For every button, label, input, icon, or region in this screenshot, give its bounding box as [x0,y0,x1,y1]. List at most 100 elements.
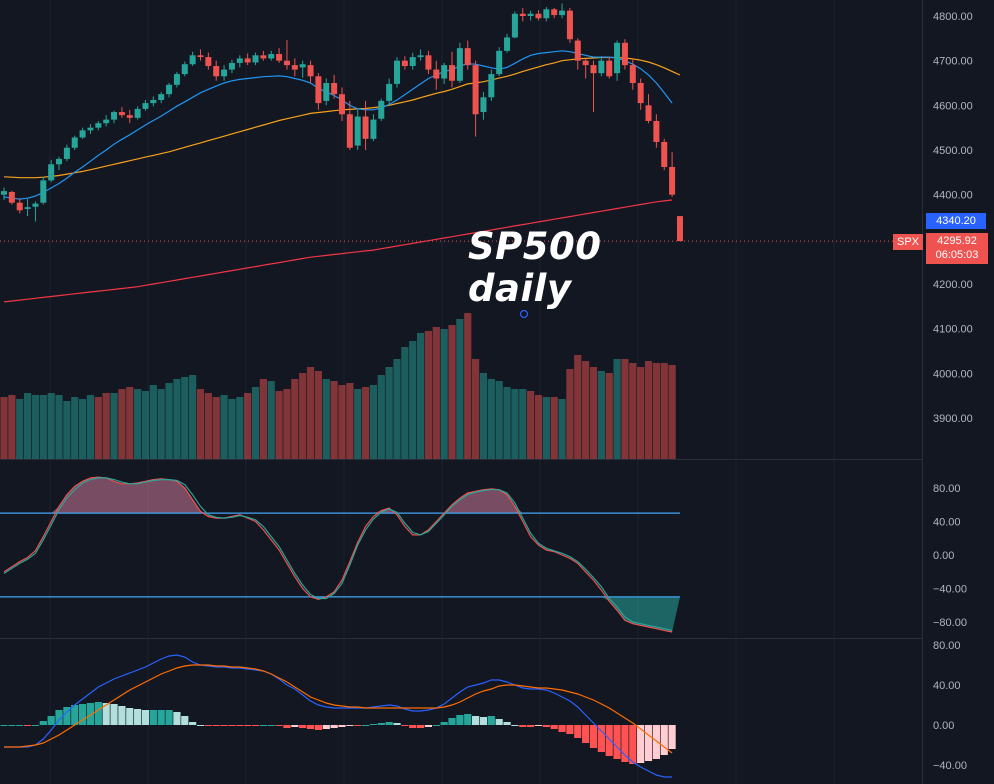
stochastic-pane[interactable] [0,476,680,633]
candle-body [16,202,23,211]
candle-body [669,166,676,195]
candle-body [205,57,212,67]
macd-histogram-bar [189,722,197,725]
volume-bar [118,389,126,459]
candle-body [63,147,70,159]
macd-histogram-bar [440,722,448,725]
candle-body [307,65,314,77]
price-tick-label: 4500.00 [933,145,973,157]
price-axis[interactable]: 4800.004700.004600.004500.004400.004300.… [933,11,973,772]
candle-body [527,13,534,16]
candle-body [40,180,47,203]
macd-histogram-bar [495,719,503,725]
macd-histogram-bar [519,725,527,727]
candle-body [472,65,479,115]
macd-histogram-bar [236,725,244,726]
volume-bar [393,359,401,459]
macd-histogram-bar [534,725,543,726]
volume-bar [440,329,448,459]
volume-bar [637,367,645,459]
volume-bar [385,367,393,459]
stoch-k-line [3,476,673,633]
candle-body [95,123,102,128]
macd-histogram-bar [464,714,472,725]
chart-annotation: SP500 daily [468,226,602,310]
candle-body [464,48,471,66]
macd-histogram-bar [613,725,621,759]
macd-histogram-bar [23,725,32,726]
candle-body [8,191,15,203]
macd-histogram-bar [605,725,613,756]
macd-histogram-bar [416,725,425,728]
candle-body [213,66,220,77]
macd-tick-label: 80.00 [933,640,961,652]
candle-body [221,69,228,77]
volume-bar [621,359,629,459]
volume-bar [629,363,637,459]
volume-bar [0,397,8,459]
volume-bar [550,397,558,459]
price-pane[interactable] [0,3,922,319]
volume-bar [479,373,488,459]
volume-bar [126,387,134,459]
macd-histogram-bar [511,725,519,726]
macd-histogram-bar [479,717,488,725]
stoch-tick-label: 40.00 [933,517,961,529]
macd-histogram-bar [157,710,165,725]
macd-histogram-bar [228,725,236,726]
macd-histogram-bar [181,716,189,725]
volume-bar [314,371,322,459]
candle-body [32,203,39,207]
volume-bar [212,397,220,459]
volume-bar [275,391,283,459]
candle-body [378,100,385,119]
macd-histogram-bar [47,716,55,725]
macd-histogram-bar [668,725,676,749]
macd-histogram-bar [31,725,40,726]
candle-body [653,120,660,142]
candle-body [158,94,165,100]
macd-histogram-bar [401,725,409,726]
macd-histogram-bar [582,725,590,743]
macd-histogram-bar [424,725,433,727]
oversold-fill [4,596,680,632]
macd-histogram-bar [566,725,574,734]
macd-histogram-bar [0,725,8,726]
macd-histogram-bar [448,718,456,725]
volume-bar [660,363,668,459]
macd-histogram-bar [244,725,252,726]
macd-histogram-bar [283,725,291,728]
candle-body [559,10,566,16]
macd-tick-label: 0.00 [933,720,954,732]
macd-histogram-bar [306,725,315,729]
macd-histogram-bar [55,710,63,725]
volume-bar [86,395,95,459]
marker-circle [519,309,529,319]
stoch-tick-label: 80.00 [933,483,961,495]
candle-body [79,130,86,138]
candle-body [409,57,416,67]
volume-bar [613,359,621,459]
macd-histogram-bar [126,708,134,725]
volume-bar [652,363,660,459]
volume-bar [330,381,338,459]
volume-bar [448,325,456,459]
macd-histogram-bar [94,702,102,725]
volume-bar [574,355,582,459]
macd-histogram-bar [134,709,142,725]
candle-body [134,108,141,118]
volume-bar [47,393,55,459]
macd-histogram-bar [558,725,566,732]
candle-body [181,64,188,75]
macd-histogram-bar [251,725,260,726]
candle-body [260,55,267,59]
macd-histogram-bar [574,725,582,738]
macd-pane[interactable] [0,654,676,778]
volume-bar [589,367,598,459]
macd-histogram-bar [542,725,550,727]
macd-histogram-bar [141,710,150,725]
macd-histogram-bar [637,725,645,763]
candle-body [315,76,322,104]
candle-body [614,42,621,74]
